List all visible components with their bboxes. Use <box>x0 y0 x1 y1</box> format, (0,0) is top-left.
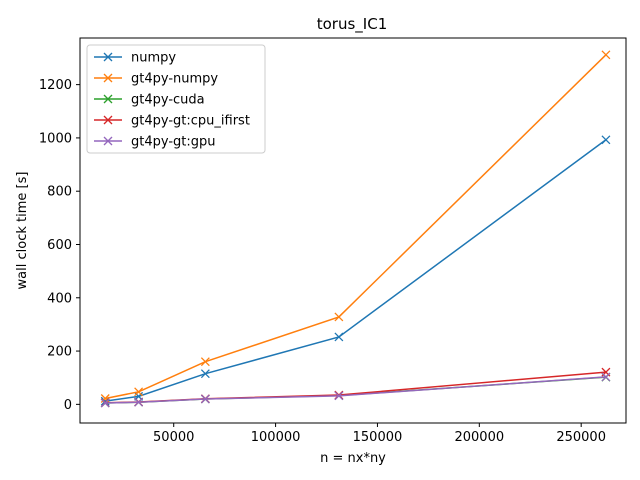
legend-label: numpy <box>131 51 176 66</box>
legend-marker <box>103 136 113 146</box>
data-point <box>200 394 210 404</box>
chart-title: torus_IC1 <box>317 15 388 34</box>
data-point <box>200 357 210 367</box>
x-axis-label: n = nx*ny <box>320 451 386 466</box>
legend-item: gt4py-numpy <box>94 72 218 87</box>
legend-item: gt4py-gt:cpu_ifirst <box>94 114 250 129</box>
data-point <box>334 391 344 401</box>
legend-marker <box>103 115 113 125</box>
legend-label: gt4py-numpy <box>131 72 218 87</box>
data-point <box>200 369 210 379</box>
legend-label: gt4py-gt:cpu_ifirst <box>131 114 250 129</box>
y-tick-label: 0 <box>64 398 72 413</box>
legend-frame <box>86 44 266 154</box>
y-tick-label: 600 <box>47 238 72 253</box>
legend-label: gt4py-gt:gpu <box>131 135 216 150</box>
y-tick-label: 1000 <box>39 131 72 146</box>
series-4 <box>100 372 611 408</box>
data-point <box>601 50 611 60</box>
y-axis-label: wall clock time [s] <box>15 172 30 290</box>
legend-item: gt4py-gt:gpu <box>94 135 216 150</box>
data-point <box>601 135 611 145</box>
legend-marker <box>103 52 113 62</box>
x-tick-label: 200000 <box>454 430 504 445</box>
legend-marker <box>103 94 113 104</box>
data-point <box>134 397 144 407</box>
legend-item: gt4py-cuda <box>94 93 205 108</box>
data-point <box>100 398 110 408</box>
x-tick-label: 250000 <box>556 430 606 445</box>
x-tick-label: 50000 <box>153 430 194 445</box>
data-point <box>334 332 344 342</box>
legend-item: numpy <box>94 51 176 66</box>
plot-frame <box>79 37 627 424</box>
y-tick-label: 1200 <box>39 78 72 93</box>
y-tick-label: 200 <box>47 345 72 360</box>
data-point <box>334 312 344 322</box>
y-tick-label: 400 <box>47 291 72 306</box>
legend: numpy gt4py-numpy gt4py-cuda gt4py-gt:cpu_i… <box>86 44 266 154</box>
x-tick-label: 150000 <box>353 430 403 445</box>
axis-ticks: 50000 100000 150000 200000 250000 0 200 400 600 8… <box>39 78 606 445</box>
x-tick-label: 100000 <box>251 430 301 445</box>
series-lines <box>100 50 611 408</box>
legend-label: gt4py-cuda <box>131 93 205 108</box>
data-point <box>134 387 144 397</box>
data-point <box>601 372 611 382</box>
y-tick-label: 800 <box>47 185 72 200</box>
legend-marker <box>103 73 113 83</box>
